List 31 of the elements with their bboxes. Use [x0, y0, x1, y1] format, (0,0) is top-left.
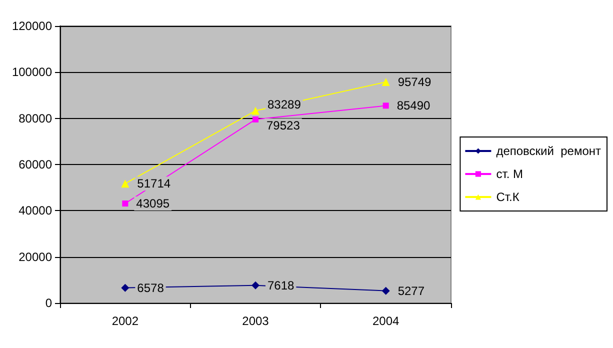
- data-label: 79523: [266, 118, 300, 132]
- data-label: 51714: [137, 176, 171, 191]
- data-label: 7618: [268, 278, 295, 292]
- point: [382, 286, 390, 295]
- y-tick-label: 80000: [18, 111, 52, 126]
- data-label: 43095: [136, 196, 170, 211]
- point: [382, 102, 389, 109]
- y-tick-label: 60000: [18, 158, 52, 172]
- point: [121, 180, 130, 188]
- legend-label: деповский ремонт: [496, 144, 602, 158]
- data-label: 83289: [268, 98, 302, 112]
- point: [252, 281, 260, 290]
- y-tick-label: 20000: [18, 250, 52, 264]
- point: [382, 78, 390, 86]
- legend-label: ст. М: [496, 167, 524, 181]
- data-label: 95749: [398, 74, 432, 89]
- data-label: 85490: [396, 98, 431, 113]
- x-tick-label: 2002: [112, 314, 139, 328]
- point: [252, 116, 258, 122]
- point: [122, 200, 128, 207]
- data-label: 5277: [398, 284, 425, 298]
- point: [121, 284, 130, 292]
- y-tick-label: 120000: [12, 19, 52, 33]
- x-tick-label: 2003: [242, 314, 270, 328]
- y-tick-label: 40000: [18, 204, 52, 218]
- y-tick-label: 0: [45, 296, 52, 310]
- legend-label: Ст.К: [496, 190, 520, 204]
- data-label: 6578: [137, 280, 164, 295]
- x-tick-label: 2004: [372, 314, 400, 328]
- y-tick-label: 100000: [12, 65, 52, 80]
- point: [252, 106, 260, 115]
